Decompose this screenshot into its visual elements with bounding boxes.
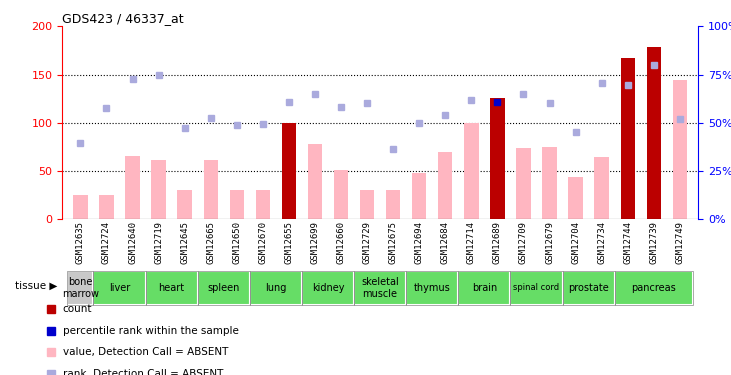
Text: GDS423 / 46337_at: GDS423 / 46337_at xyxy=(62,12,183,25)
Text: kidney: kidney xyxy=(311,283,344,293)
Bar xyxy=(542,147,557,219)
Bar xyxy=(302,271,354,305)
Bar xyxy=(673,80,687,219)
Text: spinal cord: spinal cord xyxy=(513,284,559,292)
Bar xyxy=(250,271,302,305)
Bar xyxy=(203,159,218,219)
Bar xyxy=(491,98,504,219)
Text: heart: heart xyxy=(159,283,185,293)
Bar xyxy=(67,271,94,305)
Bar xyxy=(354,271,406,305)
Bar xyxy=(412,173,426,219)
Bar xyxy=(99,195,113,219)
Text: skeletal
muscle: skeletal muscle xyxy=(361,277,399,298)
Bar xyxy=(145,271,197,305)
Text: value, Detection Call = ABSENT: value, Detection Call = ABSENT xyxy=(63,347,228,357)
Bar xyxy=(73,195,88,219)
Bar xyxy=(197,271,250,305)
Bar xyxy=(510,271,563,305)
Bar xyxy=(438,152,452,219)
Text: percentile rank within the sample: percentile rank within the sample xyxy=(63,326,239,336)
Text: spleen: spleen xyxy=(208,283,240,293)
Bar xyxy=(594,157,609,219)
Bar xyxy=(67,271,94,305)
Text: count: count xyxy=(63,304,92,314)
Text: prostate: prostate xyxy=(568,283,609,293)
Bar xyxy=(94,271,145,305)
Bar xyxy=(256,190,270,219)
Bar xyxy=(406,271,458,305)
Text: pancreas: pancreas xyxy=(632,283,676,293)
Bar xyxy=(125,156,140,219)
Bar xyxy=(563,271,615,305)
Bar xyxy=(281,123,296,219)
Bar xyxy=(94,271,145,305)
Bar xyxy=(386,190,401,219)
Bar xyxy=(615,271,693,305)
Bar xyxy=(516,148,531,219)
Bar xyxy=(510,271,563,305)
Bar xyxy=(302,271,354,305)
Text: lung: lung xyxy=(265,283,287,293)
Bar xyxy=(458,271,510,305)
Bar xyxy=(354,271,406,305)
Bar xyxy=(308,144,322,219)
Bar xyxy=(647,48,661,219)
Text: thymus: thymus xyxy=(414,283,450,293)
Text: brain: brain xyxy=(471,283,497,293)
Bar xyxy=(145,271,197,305)
Bar xyxy=(230,190,244,219)
Bar xyxy=(563,271,615,305)
Bar xyxy=(458,271,510,305)
Bar xyxy=(406,271,458,305)
Bar xyxy=(621,58,635,219)
Text: rank, Detection Call = ABSENT: rank, Detection Call = ABSENT xyxy=(63,369,223,375)
Text: liver: liver xyxy=(109,283,130,293)
Bar xyxy=(151,159,166,219)
Bar xyxy=(569,177,583,219)
Bar xyxy=(334,170,348,219)
Bar xyxy=(360,190,374,219)
Bar xyxy=(464,123,479,219)
Bar xyxy=(178,190,192,219)
Bar xyxy=(197,271,250,305)
Text: bone
marrow: bone marrow xyxy=(62,277,99,298)
Text: tissue ▶: tissue ▶ xyxy=(15,281,57,291)
Bar xyxy=(615,271,693,305)
Bar xyxy=(250,271,302,305)
